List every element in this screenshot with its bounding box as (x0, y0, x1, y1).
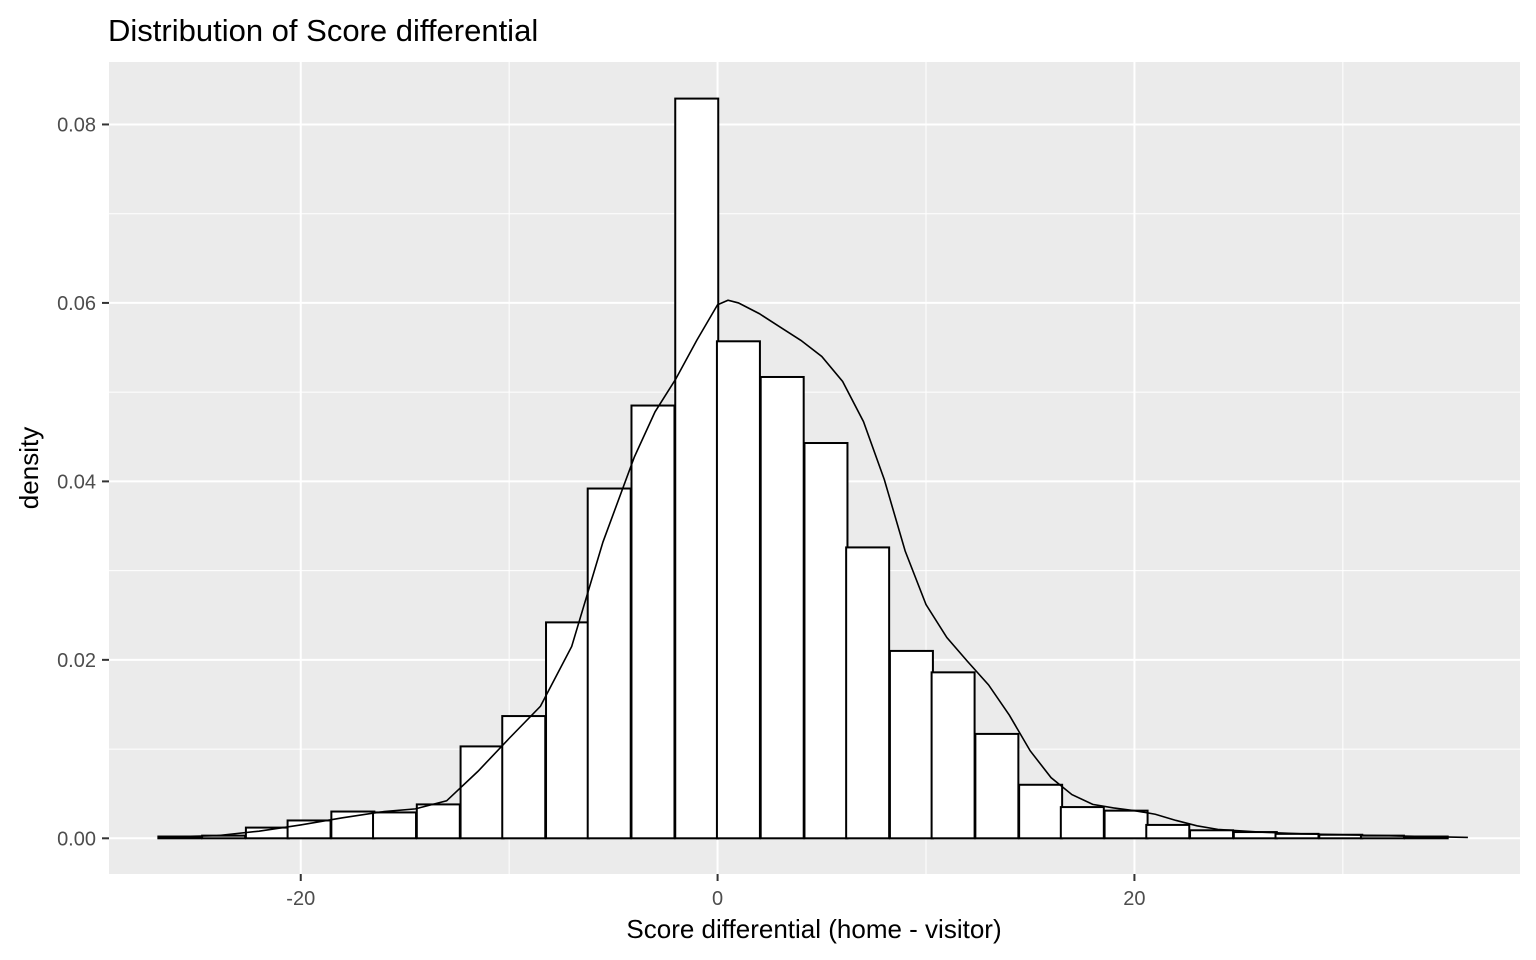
x-tick-label: -20 (286, 888, 315, 910)
histogram-bar (759, 375, 805, 840)
histogram-bar (845, 546, 891, 840)
histogram-bar (459, 745, 505, 840)
histogram-bar (630, 404, 676, 840)
histogram-bar (372, 811, 418, 840)
histogram-bar (674, 97, 720, 840)
x-axis-title: Score differential (home - visitor) (626, 914, 1001, 944)
histogram-bar (803, 442, 849, 840)
y-axis-title: density (14, 427, 44, 509)
density-curve (179, 299, 1468, 839)
histogram-bar (974, 732, 1020, 840)
y-tick-label: 0.04 (57, 471, 96, 493)
histogram-bar (415, 803, 461, 840)
y-tick-label: 0.08 (57, 114, 96, 136)
histogram-bar (586, 487, 632, 840)
y-tick-label: 0.02 (57, 650, 96, 672)
histogram-bar (930, 671, 976, 840)
histogram-bar (1189, 829, 1235, 840)
chart-title: Distribution of Score differential (108, 13, 538, 48)
histogram-bars (157, 97, 1449, 840)
y-tick-label: 0.06 (57, 293, 96, 315)
histogram-bar (715, 340, 761, 840)
histogram-bar (501, 715, 547, 840)
histogram-bar (1059, 806, 1105, 840)
histogram-bar (1018, 783, 1064, 840)
histogram-bar (1145, 823, 1191, 840)
x-tick-label: 20 (1123, 888, 1145, 910)
axes: -20 0 20 0.00 0.02 0.04 0.06 0.08 (57, 114, 1145, 910)
histogram-bar (888, 649, 934, 840)
y-tick-label: 0.00 (57, 828, 96, 850)
x-tick-label: 0 (712, 888, 723, 910)
histogram-bar (1103, 809, 1149, 840)
histogram-bar (545, 621, 591, 840)
